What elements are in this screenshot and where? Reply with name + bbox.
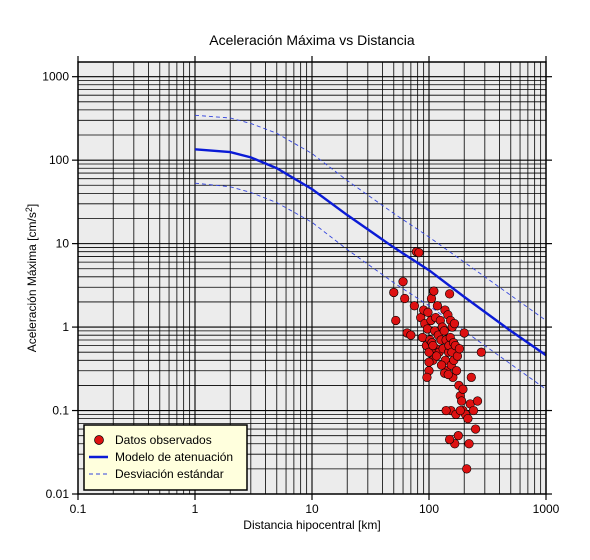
y-axis-title: Aceleración Máxima [cm/s2] — [24, 204, 39, 352]
y-tick-label: 1000 — [42, 70, 69, 84]
data-point — [398, 277, 408, 287]
x-tick-label: 0.1 — [70, 502, 87, 516]
y-tick-label: 1 — [62, 320, 69, 334]
y-tick-label: 100 — [49, 153, 69, 167]
legend-marker-icon — [94, 435, 104, 445]
y-axis-title-main: Aceleración Máxima [cm/s — [25, 212, 39, 352]
data-point — [459, 328, 469, 338]
data-point — [470, 424, 481, 434]
data-point — [445, 434, 455, 445]
data-point — [468, 405, 479, 416]
x-tick-label: 1000 — [533, 502, 560, 516]
chart-title: Aceleración Máxima vs Distancia — [209, 32, 415, 48]
data-point — [466, 372, 476, 382]
legend-label-model: Modelo de atenuación — [115, 450, 233, 464]
legend: Datos observados Modelo de atenuación De… — [83, 424, 248, 491]
data-point — [453, 431, 463, 441]
deviation-line — [194, 114, 546, 321]
x-tick-label: 100 — [419, 502, 439, 516]
x-tick-label: 1 — [192, 502, 199, 516]
data-point — [463, 414, 473, 424]
data-point — [464, 439, 474, 449]
model-line — [194, 148, 546, 357]
data-point — [422, 372, 432, 382]
data-point — [445, 289, 455, 299]
series-lines — [194, 114, 546, 390]
data-point — [391, 315, 401, 326]
data-point — [443, 369, 453, 380]
data-point — [476, 347, 486, 357]
data-point — [454, 344, 465, 354]
y-axis-title-end: ] — [25, 204, 39, 207]
y-axis-title-sup: 2 — [24, 207, 34, 212]
data-point — [424, 357, 434, 367]
data-point — [457, 396, 467, 406]
data-point — [414, 248, 424, 258]
data-point — [441, 405, 451, 416]
data-point — [432, 301, 443, 311]
data-point — [472, 396, 483, 406]
data-point — [431, 351, 442, 361]
data-point — [409, 301, 419, 311]
deviation-line — [194, 182, 546, 390]
axis-ticks — [72, 56, 552, 500]
data-point — [451, 366, 462, 376]
data-point — [449, 319, 460, 329]
x-tick-label: 10 — [305, 502, 319, 516]
data-point — [455, 405, 465, 416]
data-points — [389, 247, 486, 474]
data-point — [423, 307, 433, 317]
legend-box — [83, 424, 248, 491]
data-point — [400, 293, 410, 304]
data-point — [428, 340, 438, 351]
data-point — [458, 384, 468, 394]
data-point — [436, 360, 447, 370]
data-point — [389, 287, 399, 298]
y-tick-label: 10 — [56, 237, 70, 251]
data-point — [406, 330, 416, 340]
data-point — [429, 286, 439, 296]
x-axis-title: Distancia hipocentral [km] — [243, 518, 380, 532]
y-tick-label: 0.01 — [46, 487, 70, 501]
data-point — [462, 464, 472, 474]
y-tick-label: 0.1 — [52, 404, 69, 418]
legend-label-deviation: Desviación estándar — [115, 467, 224, 481]
legend-label-observed: Datos observados — [115, 433, 212, 447]
data-point — [439, 326, 449, 336]
